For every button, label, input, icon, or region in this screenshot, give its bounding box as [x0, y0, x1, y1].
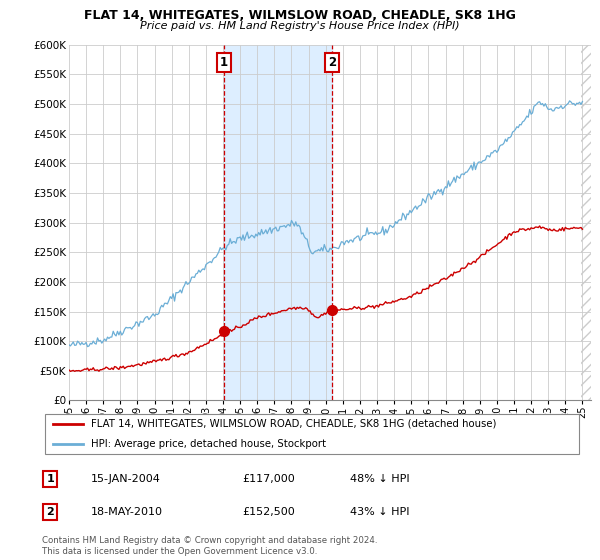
- Text: 18-MAY-2010: 18-MAY-2010: [91, 507, 163, 517]
- Text: 48% ↓ HPI: 48% ↓ HPI: [350, 474, 409, 484]
- Text: Price paid vs. HM Land Registry's House Price Index (HPI): Price paid vs. HM Land Registry's House …: [140, 21, 460, 31]
- Bar: [224, 45, 332, 400]
- Text: 1: 1: [220, 56, 228, 69]
- Text: 43% ↓ HPI: 43% ↓ HPI: [350, 507, 409, 517]
- Text: HPI: Average price, detached house, Stockport: HPI: Average price, detached house, Stoc…: [91, 439, 326, 449]
- Text: £152,500: £152,500: [242, 507, 295, 517]
- Text: FLAT 14, WHITEGATES, WILMSLOW ROAD, CHEADLE, SK8 1HG: FLAT 14, WHITEGATES, WILMSLOW ROAD, CHEA…: [84, 9, 516, 22]
- Text: £117,000: £117,000: [242, 474, 295, 484]
- Text: Contains HM Land Registry data © Crown copyright and database right 2024.
This d: Contains HM Land Registry data © Crown c…: [42, 536, 377, 556]
- Text: 2: 2: [328, 56, 336, 69]
- Bar: [581, 45, 591, 400]
- FancyBboxPatch shape: [45, 414, 580, 454]
- Bar: [581, 45, 591, 400]
- Text: 15-JAN-2004: 15-JAN-2004: [91, 474, 160, 484]
- Text: 1: 1: [46, 474, 54, 484]
- Text: 2: 2: [46, 507, 54, 517]
- Text: FLAT 14, WHITEGATES, WILMSLOW ROAD, CHEADLE, SK8 1HG (detached house): FLAT 14, WHITEGATES, WILMSLOW ROAD, CHEA…: [91, 419, 496, 429]
